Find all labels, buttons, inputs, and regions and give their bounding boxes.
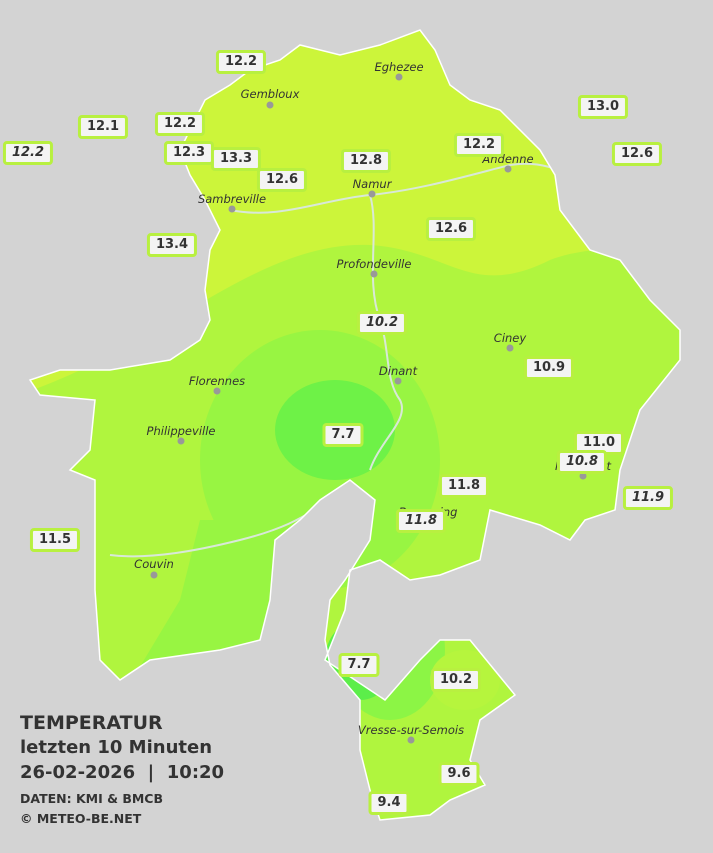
temperature-label: 12.8	[340, 149, 392, 173]
temperature-label: 10.2	[356, 311, 408, 335]
city-dot	[579, 472, 587, 480]
city-dot	[395, 73, 403, 81]
temperature-label: 9.4	[368, 791, 410, 815]
temperature-label: 12.6	[256, 168, 308, 192]
city-name: Gembloux	[240, 87, 300, 101]
city-dot	[394, 377, 402, 385]
temperature-label: 13.3	[210, 147, 262, 171]
temperature-label: 12.2	[154, 112, 206, 136]
title-datetime: 26-02-2026 | 10:20	[20, 762, 225, 783]
city-dot	[266, 101, 274, 109]
temperature-label: 12.6	[425, 217, 477, 241]
temperature-label: 12.2	[215, 50, 267, 74]
temperature-label: 12.2	[2, 141, 54, 165]
city-dot	[506, 344, 514, 352]
city-dot	[504, 165, 512, 173]
temperature-label: 10.2	[430, 668, 482, 692]
temperature-label: 13.0	[577, 95, 629, 119]
title-period: letzten 10 Minuten	[20, 737, 213, 758]
temperature-label: 10.8	[556, 450, 608, 474]
city-dot	[150, 571, 158, 579]
city-dot	[370, 270, 378, 278]
city-name: Ciney	[493, 331, 527, 345]
temperature-label: 13.4	[146, 233, 198, 257]
source: DATEN: KMI & BMCB	[20, 791, 164, 806]
city-dot	[213, 387, 221, 395]
temperature-label: 11.8	[395, 509, 447, 533]
city-dot	[407, 736, 415, 744]
city-name: Profondeville	[336, 257, 412, 271]
temperature-label: 10.9	[523, 356, 575, 380]
city-name: Dinant	[378, 364, 418, 378]
title-heading: TEMPERATUR	[20, 712, 163, 734]
temperature-label: 12.6	[611, 142, 663, 166]
temperature-label: 7.7	[338, 653, 380, 677]
temperature-label: 7.7	[322, 423, 364, 447]
city-name: Philippeville	[146, 424, 216, 438]
temperature-label: 12.2	[453, 133, 505, 157]
temperature-label: 12.1	[77, 115, 129, 139]
temperature-label: 11.8	[438, 474, 490, 498]
city-name: Florennes	[188, 374, 246, 388]
city-dot	[228, 205, 236, 213]
city-name: Couvin	[134, 557, 174, 571]
city-name: Vresse-sur-Semois	[357, 723, 465, 737]
city-dot	[177, 437, 185, 445]
temperature-label: 12.3	[163, 141, 215, 165]
temperature-label: 11.5	[29, 528, 81, 552]
city-name: Sambreville	[197, 192, 267, 206]
city-name: Namur	[352, 177, 392, 191]
copyright: © METEO-BE.NET	[20, 811, 142, 826]
temperature-label: 11.9	[622, 486, 674, 510]
city-name: Eghezee	[374, 60, 424, 74]
temperature-label: 9.6	[438, 762, 480, 786]
city-dot	[368, 190, 376, 198]
